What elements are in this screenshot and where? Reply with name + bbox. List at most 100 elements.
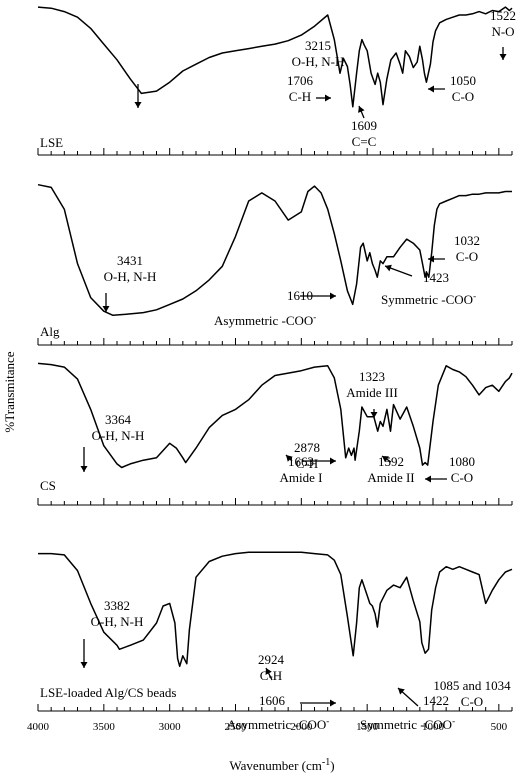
annotation-line: O-H, N-H [104, 269, 157, 284]
annotation-23: Symmetric -COO- [360, 716, 455, 732]
annotation-line: C=C [352, 134, 377, 149]
x-tick-label: 2500 [225, 721, 248, 733]
annotation-text-main: Asymmetric -COO [214, 313, 313, 328]
arrow-6-head [102, 306, 110, 312]
annotation-text: Symmetric -COO- [381, 291, 476, 307]
x-axis-label: Wavenumber (cm-1) [229, 757, 334, 773]
annotation-sup: - [326, 716, 329, 726]
x-axis: 4000 3500 3000 2500 2000 1500 1000 500 [27, 721, 508, 733]
panel-1-label: LSE [40, 135, 63, 150]
annotation-line: O-H, N-H [92, 428, 145, 443]
annotation-line: 1663 [288, 454, 314, 469]
arrow-12-head [370, 412, 378, 418]
annotation-line: 1609 [351, 118, 377, 133]
arrow-14-head [382, 456, 389, 463]
annotation-line: O-H, N-H [292, 54, 345, 69]
x-tick-label: 2000 [290, 721, 313, 733]
panel-3-label: CS [40, 478, 56, 493]
x-axis-label-end: ) [330, 758, 334, 773]
arrow-5-head [428, 85, 434, 93]
arrow-16-head [80, 662, 88, 668]
annotation-line: C-H [260, 668, 282, 683]
spectrum-2 [37, 183, 512, 317]
arrow-1-head [134, 102, 142, 108]
spectrum-1 [37, 6, 513, 108]
x-tick-label: 1000 [422, 721, 445, 733]
annotation-text-main: Symmetric -COO [381, 292, 473, 307]
annotation-text: Symmetric -COO- [360, 716, 455, 732]
annotation-10: 1423 [423, 270, 449, 285]
arrow-3-head [325, 94, 331, 102]
panel-axes [37, 148, 513, 712]
arrow-2-head [499, 54, 507, 60]
arrow-8-head [428, 255, 434, 263]
panel-labels: LSE Alg CS LSE-loaded Alg/CS beads [40, 135, 177, 700]
panel-2-label: Alg [40, 324, 60, 339]
arrow-17-head [265, 668, 272, 675]
spectrum-3 [37, 362, 513, 469]
annotation-line: C-O [461, 694, 483, 709]
annotation-text-main: Symmetric -COO [360, 717, 452, 732]
annotation-line: N-O [491, 24, 514, 39]
annotation-line: 2878 [294, 440, 320, 455]
spectrum-4 [38, 551, 513, 668]
x-tick-label: 1500 [356, 721, 379, 733]
annotation-line: C-O [451, 470, 473, 485]
annotation-line: 1706 [287, 73, 314, 88]
annotation-line: C-H [296, 456, 318, 471]
annotation-sup: - [313, 312, 316, 322]
x-tick-label: 500 [491, 721, 508, 733]
panel-4-label: LSE-loaded Alg/CS beads [40, 685, 177, 700]
annotation-line: Amide II [367, 470, 414, 485]
arrow-13-head [330, 457, 336, 465]
annotation-8: Asymmetric -COO- [214, 312, 316, 328]
annotation-22: 1422 [423, 693, 449, 708]
annotation-line: 3215 [305, 38, 331, 53]
annotation-line: C-O [456, 249, 478, 264]
annotation-line: C-O [452, 89, 474, 104]
annotation-line: 3382 [104, 598, 130, 613]
annotation-line: 1050 [450, 73, 476, 88]
annotation-text: Asymmetric -COO- [214, 312, 316, 328]
annotation-sup: - [473, 291, 476, 301]
annotation-11: Symmetric -COO- [381, 291, 476, 307]
y-axis-label: %Transmitance [2, 351, 17, 432]
annotation-line: 1422 [423, 693, 449, 708]
annotation-text-main: Asymmetric -COO [227, 717, 326, 732]
arrow-19-head [398, 688, 405, 695]
annotation-text: Asymmetric -COO- [227, 716, 329, 732]
x-axis-label-sup: -1 [322, 757, 330, 768]
arrow-10-head [80, 466, 88, 472]
x-tick-label: 4000 [27, 721, 50, 733]
arrow-7-head [330, 292, 336, 300]
annotation-line: 1423 [423, 270, 449, 285]
annotation-line: 1032 [454, 233, 480, 248]
annotation-line: O-H, N-H [91, 614, 144, 629]
annotation-20: 1606 [259, 693, 286, 708]
annotation-line: 3364 [105, 412, 132, 427]
arrow-9-head [385, 264, 392, 272]
annotation-line: C-H [289, 89, 311, 104]
annotation-line: Amide I [280, 470, 323, 485]
annotation-21: Asymmetric -COO- [227, 716, 329, 732]
spectra-curves [37, 6, 513, 668]
annotation-sup: - [452, 716, 455, 726]
x-tick-label: 3500 [93, 721, 116, 733]
arrow-15-head [425, 475, 431, 483]
